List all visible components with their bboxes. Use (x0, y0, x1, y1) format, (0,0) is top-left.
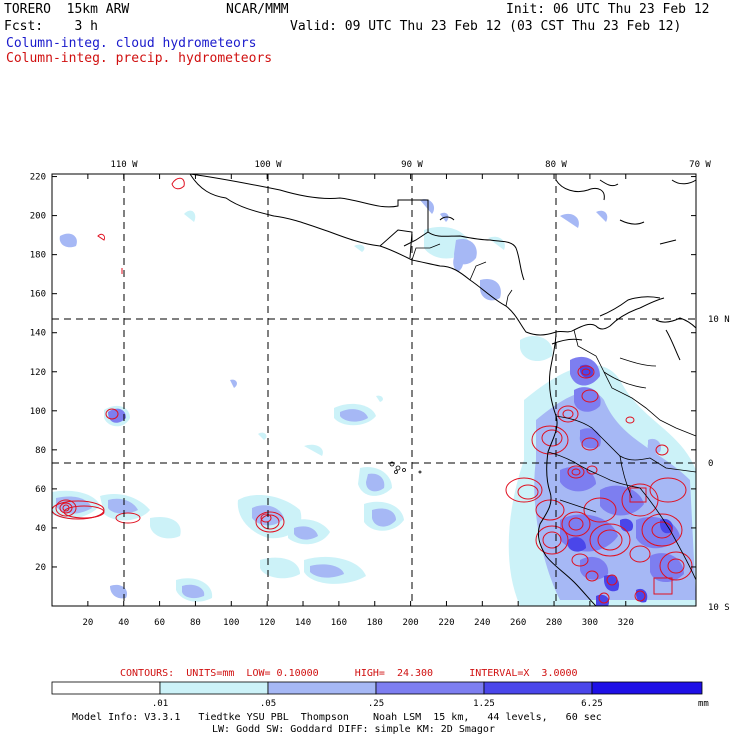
x-tick-label: 60 (154, 618, 165, 628)
y-tick-label: 40 (35, 524, 46, 534)
x-tick-label: 260 (510, 618, 526, 628)
colorbar-level: .25 (368, 699, 384, 709)
axis-ticks (52, 174, 696, 606)
colorbar-level: .01 (152, 699, 168, 709)
y-tick-label: 180 (30, 251, 46, 261)
x-tick-label: 220 (438, 618, 454, 628)
x-tick-label: 20 (82, 618, 93, 628)
x-tick-label: 160 (331, 618, 347, 628)
map-frame (51, 173, 697, 607)
y-tick-label: 200 (30, 212, 46, 222)
init-time: Init: 06 UTC Thu 23 Feb 12 (506, 2, 710, 17)
x-tick-label: 140 (295, 618, 311, 628)
lon-label: 70 W (689, 160, 711, 170)
lat-label: 10 N (708, 315, 730, 325)
colorbar (51, 681, 703, 695)
right-latitude-labels: 10 N 0 10 S (708, 315, 730, 613)
y-tick-labels: 220 200 180 160 140 120 100 80 60 40 20 (30, 173, 46, 573)
x-tick-label: 40 (118, 618, 129, 628)
field-cloud-label: Column-integ. cloud hydrometeors (6, 36, 257, 51)
lon-label: 80 W (545, 160, 567, 170)
colorbar-level: 6.25 (581, 699, 603, 709)
y-tick-label: 100 (30, 407, 46, 417)
lat-label: 0 (708, 459, 713, 469)
x-tick-label: 280 (546, 618, 562, 628)
galapagos-islands (389, 461, 422, 474)
lon-label: 90 W (401, 160, 423, 170)
y-tick-label: 140 (30, 329, 46, 339)
x-tick-label: 100 (223, 618, 239, 628)
y-tick-label: 220 (30, 173, 46, 183)
x-tick-label: 180 (367, 618, 383, 628)
colorbar-unit: mm (698, 699, 709, 709)
contour-info: CONTOURS: UNITS=mm LOW= 0.10000 HIGH= 24… (120, 668, 578, 679)
lon-label: 100 W (254, 160, 282, 170)
colorbar-swatch (591, 681, 703, 695)
colorbar-swatch (159, 681, 269, 695)
lon-label: 110 W (110, 160, 138, 170)
model-info-line1: Model Info: V3.3.1 Tiedtke YSU PBL Thomp… (72, 712, 602, 723)
country-borders (411, 243, 697, 581)
valid-time: Valid: 09 UTC Thu 23 Feb 12 (03 CST Thu … (290, 19, 682, 34)
colorbar-level: .05 (260, 699, 276, 709)
model-title: TORERO 15km ARW (4, 2, 130, 17)
x-tick-label: 300 (582, 618, 598, 628)
x-tick-label: 200 (402, 618, 418, 628)
x-tick-labels: 20 40 60 80 100 120 140 160 180 200 220 240 260 280 30… (82, 618, 633, 628)
colorbar-swatch (375, 681, 485, 695)
forecast-hour: Fcst: 3 h (4, 19, 98, 34)
y-tick-label: 60 (35, 485, 46, 495)
y-tick-label: 120 (30, 368, 46, 378)
top-longitude-labels: 110 W 100 W 90 W 80 W 70 W (110, 160, 711, 170)
lat-label: 10 S (708, 603, 730, 613)
x-tick-label: 120 (259, 618, 275, 628)
graticule (52, 174, 696, 606)
colorbar-level: 1.25 (473, 699, 495, 709)
y-tick-label: 20 (35, 563, 46, 573)
x-tick-label: 240 (474, 618, 490, 628)
y-tick-label: 80 (35, 446, 46, 456)
x-tick-label: 320 (618, 618, 634, 628)
y-tick-label: 160 (30, 290, 46, 300)
center-label: NCAR/MMM (226, 2, 289, 17)
colorbar-labels: .01 .05 .25 1.25 6.25 mm (152, 699, 709, 709)
colorbar-swatch (51, 681, 161, 695)
x-tick-label: 80 (190, 618, 201, 628)
colorbar-swatch (267, 681, 377, 695)
model-info-line2: LW: Godd SW: Goddard DIFF: simple KM: 2D… (212, 724, 495, 735)
field-precip-label: Column-integ. precip. hydrometeors (6, 51, 273, 66)
colorbar-swatch (483, 681, 593, 695)
precip-contours (51, 177, 693, 604)
